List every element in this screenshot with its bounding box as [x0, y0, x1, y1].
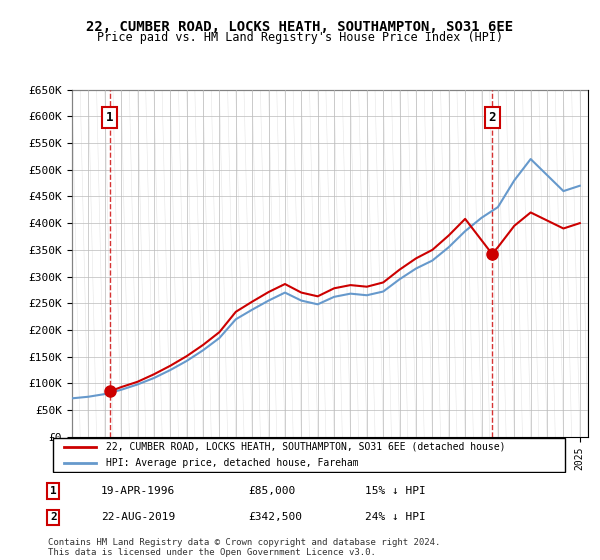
Text: 1: 1: [106, 111, 113, 124]
Text: 22, CUMBER ROAD, LOCKS HEATH, SOUTHAMPTON, SO31 6EE (detached house): 22, CUMBER ROAD, LOCKS HEATH, SOUTHAMPTO…: [106, 442, 506, 452]
Text: Price paid vs. HM Land Registry's House Price Index (HPI): Price paid vs. HM Land Registry's House …: [97, 31, 503, 44]
Text: £85,000: £85,000: [248, 486, 296, 496]
Text: 22, CUMBER ROAD, LOCKS HEATH, SOUTHAMPTON, SO31 6EE: 22, CUMBER ROAD, LOCKS HEATH, SOUTHAMPTO…: [86, 20, 514, 34]
Text: 2: 2: [488, 111, 496, 124]
Text: £342,500: £342,500: [248, 512, 302, 522]
Text: 19-APR-1996: 19-APR-1996: [101, 486, 175, 496]
Text: 22-AUG-2019: 22-AUG-2019: [101, 512, 175, 522]
Text: 1: 1: [50, 486, 56, 496]
FancyBboxPatch shape: [53, 438, 565, 473]
Text: 24% ↓ HPI: 24% ↓ HPI: [365, 512, 425, 522]
Text: 2: 2: [50, 512, 56, 522]
Text: Contains HM Land Registry data © Crown copyright and database right 2024.
This d: Contains HM Land Registry data © Crown c…: [48, 538, 440, 557]
Text: 15% ↓ HPI: 15% ↓ HPI: [365, 486, 425, 496]
Text: HPI: Average price, detached house, Fareham: HPI: Average price, detached house, Fare…: [106, 458, 359, 468]
